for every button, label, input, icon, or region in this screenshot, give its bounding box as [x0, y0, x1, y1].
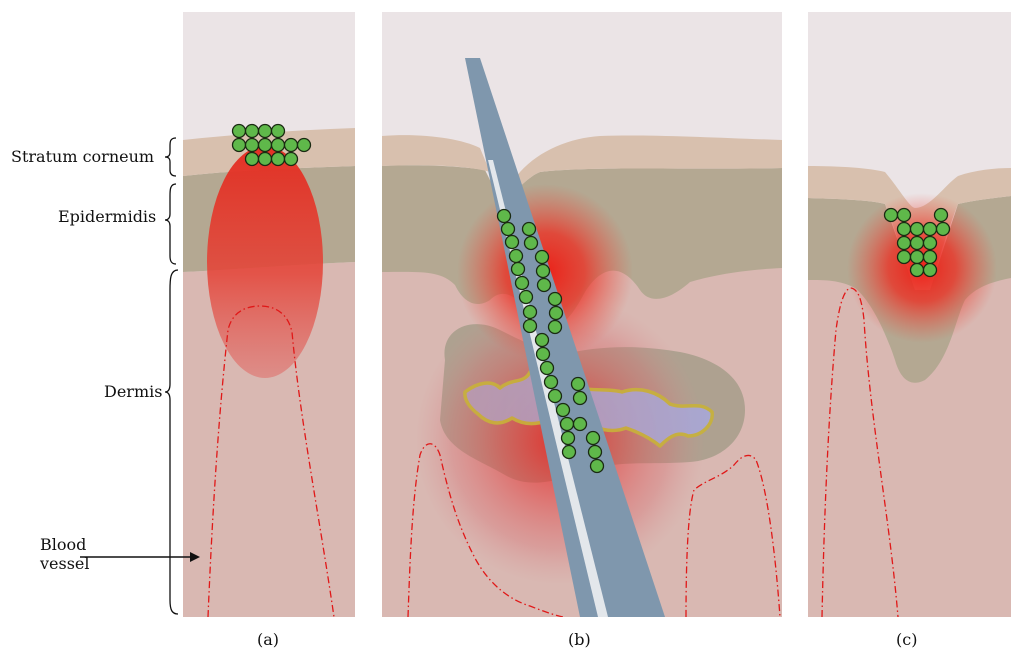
panel-a — [183, 12, 355, 617]
panel-a-particles — [231, 123, 312, 167]
label-blood-vessel-line2: vessel — [40, 554, 90, 573]
label-stratum-corneum: Stratum corneum — [11, 147, 155, 166]
blood-vessel-arrow — [80, 552, 200, 562]
panel-b-caption: (b) — [568, 630, 591, 649]
panel-c — [808, 12, 1011, 617]
bracket-stratum-corneum — [164, 137, 177, 177]
layer-brackets — [164, 137, 179, 615]
panel-a-blood-vessel — [207, 305, 335, 617]
panel-c-caption: (c) — [896, 630, 918, 649]
panel-a-penetration-zone — [207, 146, 323, 378]
panel-b — [382, 12, 782, 617]
panel-b-blood-vessel-left — [407, 443, 566, 617]
label-epidermis: Epidermidis — [58, 207, 157, 226]
panel-b-stratum-corneum — [382, 135, 782, 200]
panel-a-caption: (a) — [257, 630, 280, 649]
panel-b-blood-vessel-right — [685, 454, 781, 617]
panel-c-particles — [883, 207, 951, 278]
label-dermis: Dermis — [104, 382, 163, 401]
panel-b-needle — [465, 58, 665, 617]
label-blood-vessel-line1: Blood — [40, 535, 87, 554]
panel-c-dermis — [808, 278, 1011, 617]
panel-c-blood-vessel — [821, 287, 899, 617]
panel-b-particles — [496, 208, 605, 474]
bracket-epidermis — [164, 183, 177, 265]
bracket-dermis — [164, 269, 179, 615]
